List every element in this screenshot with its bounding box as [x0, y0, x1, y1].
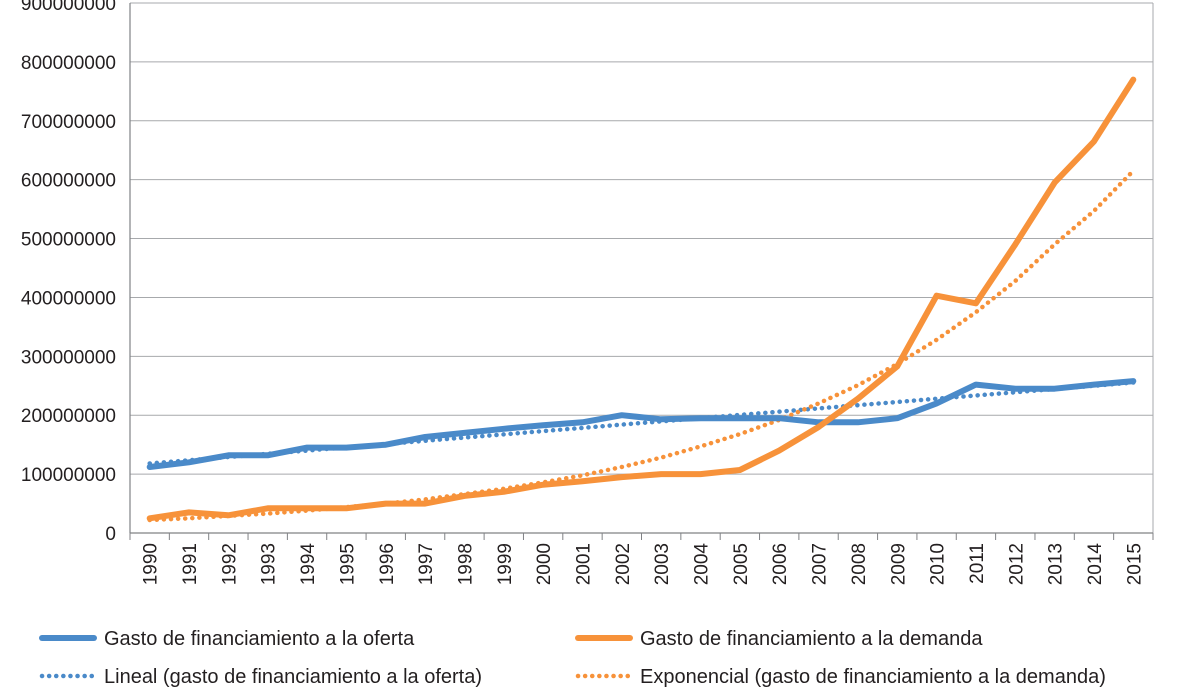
x-tick-label: 2007: [810, 543, 831, 585]
x-tick-label: 1998: [455, 543, 476, 585]
series-lines: [146, 76, 1137, 523]
legend-label-0: Gasto de financiamiento a la oferta: [104, 628, 415, 650]
y-tick-label: 400000000: [21, 288, 116, 309]
legend-label-2: Lineal (gasto de financiamiento a la ofe…: [104, 666, 482, 688]
x-tick-label: 2002: [613, 543, 634, 585]
x-tick-label: 1994: [298, 543, 319, 586]
y-axis: 0 100000000 200000000 300000000 400000000 500…: [21, 0, 131, 545]
legend-label-3: Exponencial (gasto de financiamiento a l…: [640, 666, 1106, 688]
x-tick-label: 2008: [849, 543, 870, 585]
x-axis: 1990 1991 1992 1993 1994 1995 1996 1997 1998 1999…: [129, 532, 1154, 586]
x-tick-label: 2013: [1046, 543, 1067, 585]
x-tick-label: 1993: [259, 543, 280, 585]
x-tick-label: 2015: [1124, 543, 1145, 585]
y-tick-label: 600000000: [21, 171, 116, 192]
y-tick-label: 100000000: [21, 465, 116, 486]
series-line-1: [146, 76, 1137, 522]
x-tick-label: 2010: [928, 543, 949, 585]
series-line-3: [147, 168, 1136, 523]
y-tick-label: 300000000: [21, 347, 116, 368]
x-tick-label: 1997: [416, 543, 437, 585]
legend-label-1: Gasto de financiamiento a la demanda: [640, 628, 983, 650]
x-tick-label: 1991: [180, 543, 201, 585]
x-tick-label: 2014: [1085, 543, 1106, 586]
grid-lines: [130, 2, 1154, 533]
y-tick-label: 700000000: [21, 112, 116, 133]
x-tick-label: 1990: [141, 543, 162, 585]
x-tick-label: 2009: [888, 543, 909, 585]
y-tick-label: 500000000: [21, 230, 116, 251]
x-tick-label: 2006: [770, 543, 791, 585]
series-line-0: [146, 378, 1137, 470]
x-tick-label: 2004: [692, 543, 713, 586]
y-tick-label: 0: [105, 524, 116, 545]
y-tick-label: 900000000: [21, 0, 116, 15]
x-tick-label: 1999: [495, 543, 516, 585]
y-tick-label: 200000000: [21, 406, 116, 427]
x-tick-label: 2001: [573, 543, 594, 585]
legend: Gasto de financiamiento a la oferta Gasto…: [39, 628, 1106, 688]
x-tick-label: 2000: [534, 543, 555, 585]
y-tick-label: 800000000: [21, 53, 116, 74]
x-tick-label: 2012: [1006, 543, 1027, 585]
x-tick-label: 2011: [967, 543, 988, 584]
x-tick-label: 2005: [731, 543, 752, 585]
x-tick-label: 1995: [337, 543, 358, 585]
x-tick-label: 2003: [652, 543, 673, 585]
x-tick-label: 1992: [219, 543, 240, 585]
x-tick-label: 1996: [377, 543, 398, 585]
